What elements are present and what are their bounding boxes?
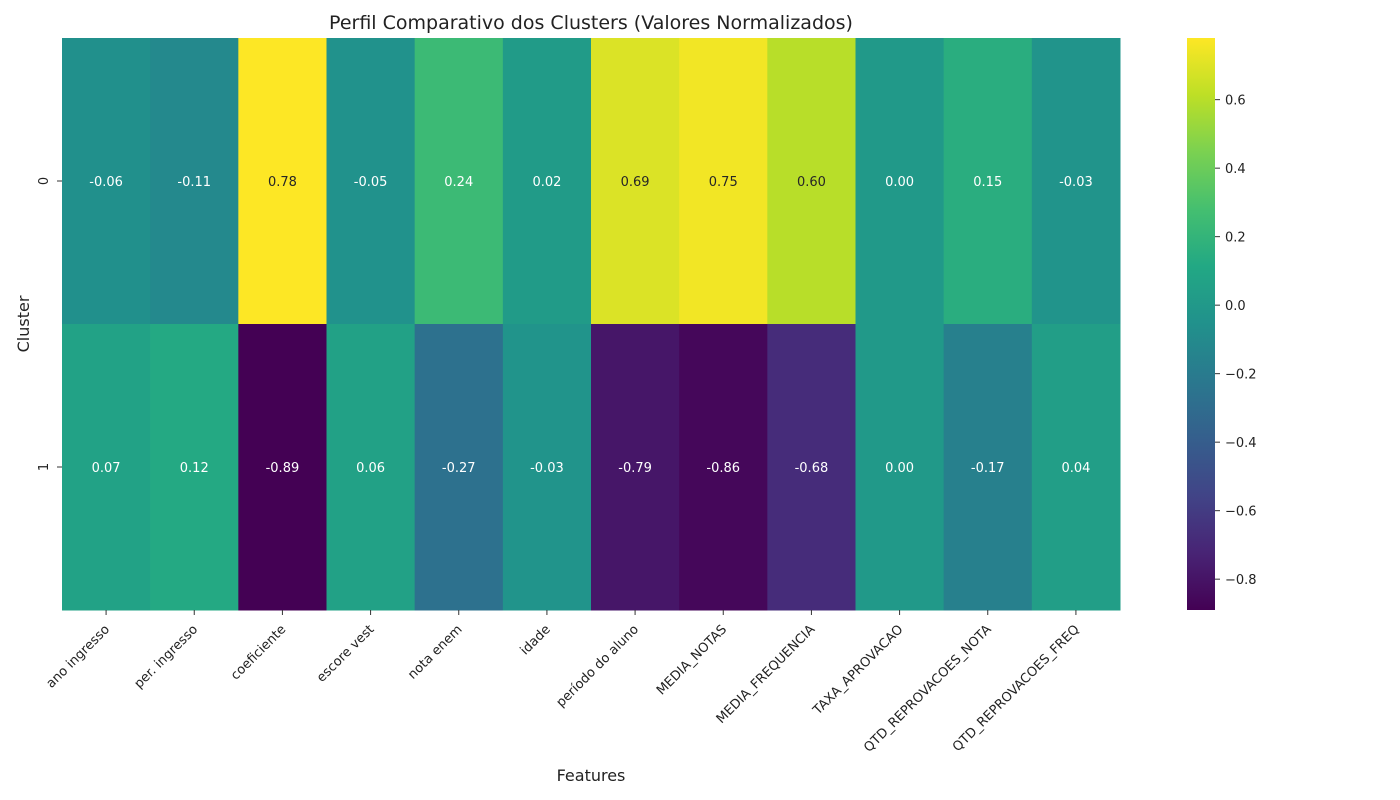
colorbar-gradient <box>1187 38 1215 610</box>
heatmap-cell <box>502 38 592 325</box>
heatmap-cell <box>150 324 239 611</box>
cell-value-label: 0.00 <box>885 175 914 190</box>
colorbar-ticks: −0.8 −0.6 −0.4 −0.2 0.0 0.2 0.4 0.6 <box>1215 94 1257 588</box>
heatmap-cell <box>1031 324 1121 611</box>
cell-value-label: 0.07 <box>92 461 121 476</box>
y-tick-label: 1 <box>37 463 52 471</box>
colorbar-tick-label: 0.2 <box>1225 231 1246 246</box>
cell-value-label: 0.12 <box>180 461 209 476</box>
x-tick-label: MEDIA_NOTAS <box>654 622 730 698</box>
x-tick-label: ano ingresso <box>44 622 113 691</box>
heatmap-cell <box>414 324 504 611</box>
cell-value-label: -0.05 <box>354 175 388 190</box>
heatmap-cell <box>1031 38 1121 325</box>
colorbar-tick-label: 0.4 <box>1225 162 1246 177</box>
cell-value-label: 0.15 <box>973 175 1002 190</box>
colorbar-tick-label: 0.6 <box>1225 94 1246 109</box>
heatmap-cell <box>855 324 945 611</box>
heatmap-cell <box>238 324 327 611</box>
x-tick-label: período do aluno <box>554 622 642 710</box>
y-axis-label: Cluster <box>14 295 33 352</box>
heatmap-cell <box>326 324 416 611</box>
cell-value-label: -0.79 <box>618 461 652 476</box>
colorbar-tick-label: −0.4 <box>1225 436 1257 451</box>
x-axis: ano ingresso per. ingresso coeficiente esco… <box>44 610 1083 756</box>
colorbar-tick-label: −0.2 <box>1225 368 1257 383</box>
cell-value-label: -0.89 <box>266 461 300 476</box>
heatmap-cell <box>855 38 945 325</box>
y-tick-label: 0 <box>37 177 52 185</box>
heatmap-cell <box>62 38 151 325</box>
heatmap-cell <box>767 324 856 611</box>
heatmap-cell <box>943 38 1033 325</box>
cell-value-label: 0.02 <box>532 175 561 190</box>
y-axis: 01 <box>37 177 62 471</box>
x-tick-label: MEDIA_FREQUENCIA <box>714 622 819 727</box>
cell-value-label: -0.86 <box>706 461 740 476</box>
heatmap-cell <box>591 324 680 611</box>
x-tick-label: TAXA_APROVACAO <box>810 622 907 719</box>
x-tick-label: escore vest <box>314 622 377 685</box>
cell-value-label: 0.00 <box>885 461 914 476</box>
heatmap-cell <box>238 38 327 325</box>
cell-value-label: -0.68 <box>795 461 829 476</box>
cell-value-label: -0.11 <box>177 175 211 190</box>
cell-value-label: 0.75 <box>709 175 738 190</box>
cell-value-label: -0.17 <box>971 461 1005 476</box>
heatmap-cell <box>679 38 768 325</box>
cell-value-label: 0.60 <box>797 175 826 190</box>
heatmap-cell <box>591 38 680 325</box>
colorbar-tick-label: −0.8 <box>1225 573 1257 588</box>
heatmap-cell <box>150 38 239 325</box>
cell-value-label: 0.06 <box>356 461 385 476</box>
cell-value-label: 0.78 <box>268 175 297 190</box>
x-tick-label: per. ingresso <box>132 622 202 692</box>
colorbar-tick-label: 0.0 <box>1225 299 1246 314</box>
heatmap-cell <box>502 324 592 611</box>
heatmap-cell <box>679 324 768 611</box>
x-tick-label: idade <box>518 622 554 658</box>
heatmap-cell <box>943 324 1033 611</box>
heatmap-cell <box>767 38 856 325</box>
cell-value-label: 0.69 <box>621 175 650 190</box>
x-axis-label: Features <box>557 766 626 785</box>
heatmap-cell <box>326 38 416 325</box>
x-tick-label: nota enem <box>405 622 465 682</box>
colorbar: −0.8 −0.6 −0.4 −0.2 0.0 0.2 0.4 0.6 <box>1187 38 1257 610</box>
heatmap-cells <box>62 38 1121 611</box>
cell-value-label: -0.06 <box>89 175 123 190</box>
heatmap-cell <box>414 38 504 325</box>
cell-value-label: -0.03 <box>530 461 564 476</box>
colorbar-tick-label: −0.6 <box>1225 505 1257 520</box>
chart-title: Perfil Comparativo dos Clusters (Valores… <box>329 12 853 34</box>
x-tick-label: coeficiente <box>228 622 289 683</box>
heatmap-cell <box>62 324 151 611</box>
cell-value-label: -0.03 <box>1059 175 1093 190</box>
cell-value-label: 0.24 <box>444 175 473 190</box>
cell-value-label: -0.27 <box>442 461 476 476</box>
heatmap-cell-labels: -0.06 -0.11 0.78 -0.05 0.24 0.02 0.69 0.75 0.60 0… <box>89 175 1092 476</box>
cell-value-label: 0.04 <box>1061 461 1090 476</box>
